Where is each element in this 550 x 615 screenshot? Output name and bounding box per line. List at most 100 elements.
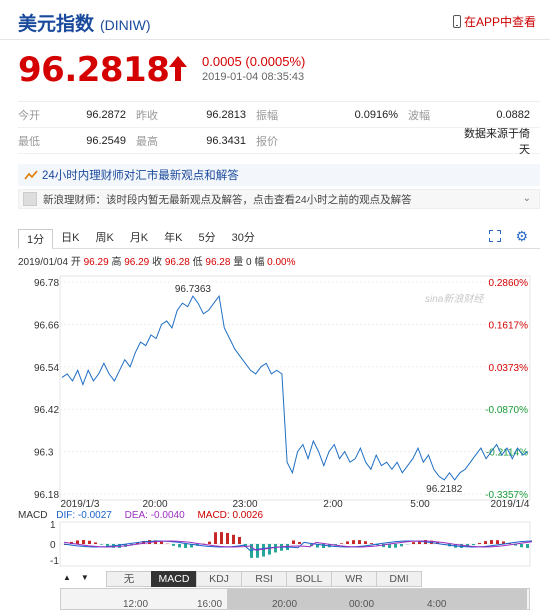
tab-5[interactable]: 5分	[198, 232, 216, 244]
news-header[interactable]: 24小时内理财师对汇市最新观点和解答	[18, 164, 540, 186]
tab-6[interactable]: 30分	[231, 232, 255, 244]
macd-legend: MACD DIF: -0.0027 DEA: -0.0040 MACD: 0.0…	[18, 510, 263, 521]
y-pct-tick-label: 0.1617%	[489, 320, 529, 331]
macd-tick-label: 1	[50, 520, 56, 531]
triangle-up-icon[interactable]: ▲	[63, 573, 71, 582]
price-chart[interactable]: 96.78 96.66 96.54 96.42 96.3 96.18 0.2860% 0.16…	[0, 270, 550, 570]
stats-cell: 数据来源于倚天	[408, 125, 540, 157]
scroll-time-label: 16:00	[197, 599, 223, 610]
tab-4[interactable]: 年K	[164, 232, 183, 244]
watermark: sina新浪财经	[425, 293, 484, 305]
stat-label: 最高	[136, 135, 158, 148]
macd-bar	[346, 541, 349, 544]
macd-bar	[190, 544, 193, 548]
stats-cell: 昨收 96.2813	[136, 107, 256, 123]
fullscreen-icon[interactable]	[489, 230, 502, 242]
stat-value: 96.2813	[206, 108, 246, 121]
ohlc-date: 2019/01/04	[18, 257, 69, 268]
ohlc-close: 96.28	[164, 257, 190, 268]
y-tick-label: 96.66	[34, 320, 59, 331]
x-tick-label: 5:00	[410, 499, 430, 510]
macd-bar	[358, 540, 361, 544]
y-pct-tick-label: -0.2114%	[486, 448, 528, 459]
ohlc-amp: 0.00%	[267, 257, 296, 268]
stat-label: 报价	[256, 135, 278, 148]
macd-bar	[502, 541, 505, 544]
scroll-time-label: 12:00	[123, 599, 149, 610]
macd-bar	[292, 540, 295, 544]
indicator-tab-3[interactable]: RSI	[241, 571, 287, 587]
open-in-app-link[interactable]: 在APP中查看	[452, 13, 536, 30]
header: 美元指数 (DINIW) 在APP中查看	[0, 0, 550, 40]
stat-value: 0.0882	[496, 108, 530, 121]
macd-bar	[226, 532, 229, 544]
macd-bar	[418, 540, 421, 544]
trend-icon	[24, 170, 38, 180]
macd-bar	[160, 541, 163, 544]
chevron-down-icon[interactable]: ⌄	[522, 193, 531, 204]
macd-bar	[370, 543, 373, 544]
tab-2[interactable]: 周K	[95, 232, 114, 244]
macd-bar	[490, 540, 493, 544]
macd-bar	[244, 544, 247, 547]
macd-bar	[316, 544, 319, 548]
stat-value: 96.2549	[86, 134, 126, 147]
stat-label: 昨收	[136, 109, 158, 122]
y-pct-tick-label: -0.0870%	[485, 405, 528, 416]
chart-tools: ⚙	[489, 228, 528, 244]
scroll-selection[interactable]	[227, 589, 527, 609]
macd-bar	[376, 544, 379, 546]
index-code: (DINIW)	[100, 17, 151, 33]
news-item[interactable]: 新浪理财师：该时段内暂无最新观点及解答，点击查看24小时之前的观点及解答 ⌄	[18, 189, 540, 209]
avatar	[23, 192, 37, 206]
news-header-label: 24小时内理财师对汇市最新观点和解答	[42, 170, 239, 182]
y-tick-label: 96.18	[34, 490, 59, 501]
ohlc-high: 96.29	[124, 257, 150, 268]
quote-time: 2019-01-04 08:35:43	[202, 71, 305, 83]
ohlc-vol-label: 量	[233, 257, 244, 268]
stat-value: 0.0916%	[354, 108, 398, 121]
macd-bar	[208, 541, 211, 544]
indicator-tab-0[interactable]: 无	[106, 571, 152, 587]
indicator-tab-2[interactable]: KDJ	[196, 571, 242, 587]
indicator-tab-4[interactable]: BOLL	[286, 571, 332, 587]
indicator-tab-6[interactable]: DMI	[376, 571, 422, 587]
x-tick-label: 20:00	[142, 499, 167, 510]
dif-line	[63, 540, 533, 551]
macd-bar	[478, 543, 481, 544]
macd-bar	[88, 540, 91, 544]
stats-cell: 报价	[256, 133, 408, 149]
up-arrow-icon	[169, 56, 187, 81]
macd-bar	[352, 540, 355, 544]
tab-1[interactable]: 日K	[61, 232, 80, 244]
gear-icon[interactable]: ⚙	[515, 228, 528, 244]
macd-bar	[94, 542, 97, 544]
stat-value: 96.2872	[86, 108, 126, 121]
indicator-tab-1[interactable]: MACD	[151, 571, 197, 587]
stat-value: 96.3431	[206, 134, 246, 147]
min-annotation: 96.2182	[426, 484, 463, 495]
time-scrollbar[interactable]: 12:00 16:00 20:00 00:00 4:00	[60, 588, 530, 610]
macd-bar	[82, 540, 85, 544]
dea-line	[63, 540, 533, 551]
indicator-tab-5[interactable]: WR	[331, 571, 377, 587]
macd-bar	[250, 544, 253, 558]
stats-cell: 波幅 0.0882	[408, 107, 540, 123]
ohlc-open: 96.29	[83, 257, 109, 268]
stats-cell: 最高 96.3431	[136, 133, 256, 149]
macd-bar	[340, 543, 343, 544]
macd-bar	[400, 544, 403, 547]
y-tick-label: 96.54	[34, 363, 59, 374]
tab-3[interactable]: 月K	[129, 232, 149, 244]
x-tick-label: 2:00	[323, 499, 343, 510]
stats-row: 今开 96.2872 昨收 96.2813 振幅 0.0916% 波幅 0.0882	[18, 102, 540, 128]
ohlc-readout: 2019/01/04 开 96.29 高 96.29 收 96.28 低 96.…	[18, 253, 295, 268]
price-line	[61, 294, 529, 481]
macd-bar	[142, 540, 145, 544]
macd-bar	[220, 532, 223, 544]
macd-bar	[232, 534, 235, 544]
triangle-down-icon[interactable]: ▼	[80, 573, 89, 582]
macd-bar	[460, 544, 463, 548]
macd-bar	[298, 541, 301, 544]
tab-0[interactable]: 1分	[18, 229, 54, 249]
